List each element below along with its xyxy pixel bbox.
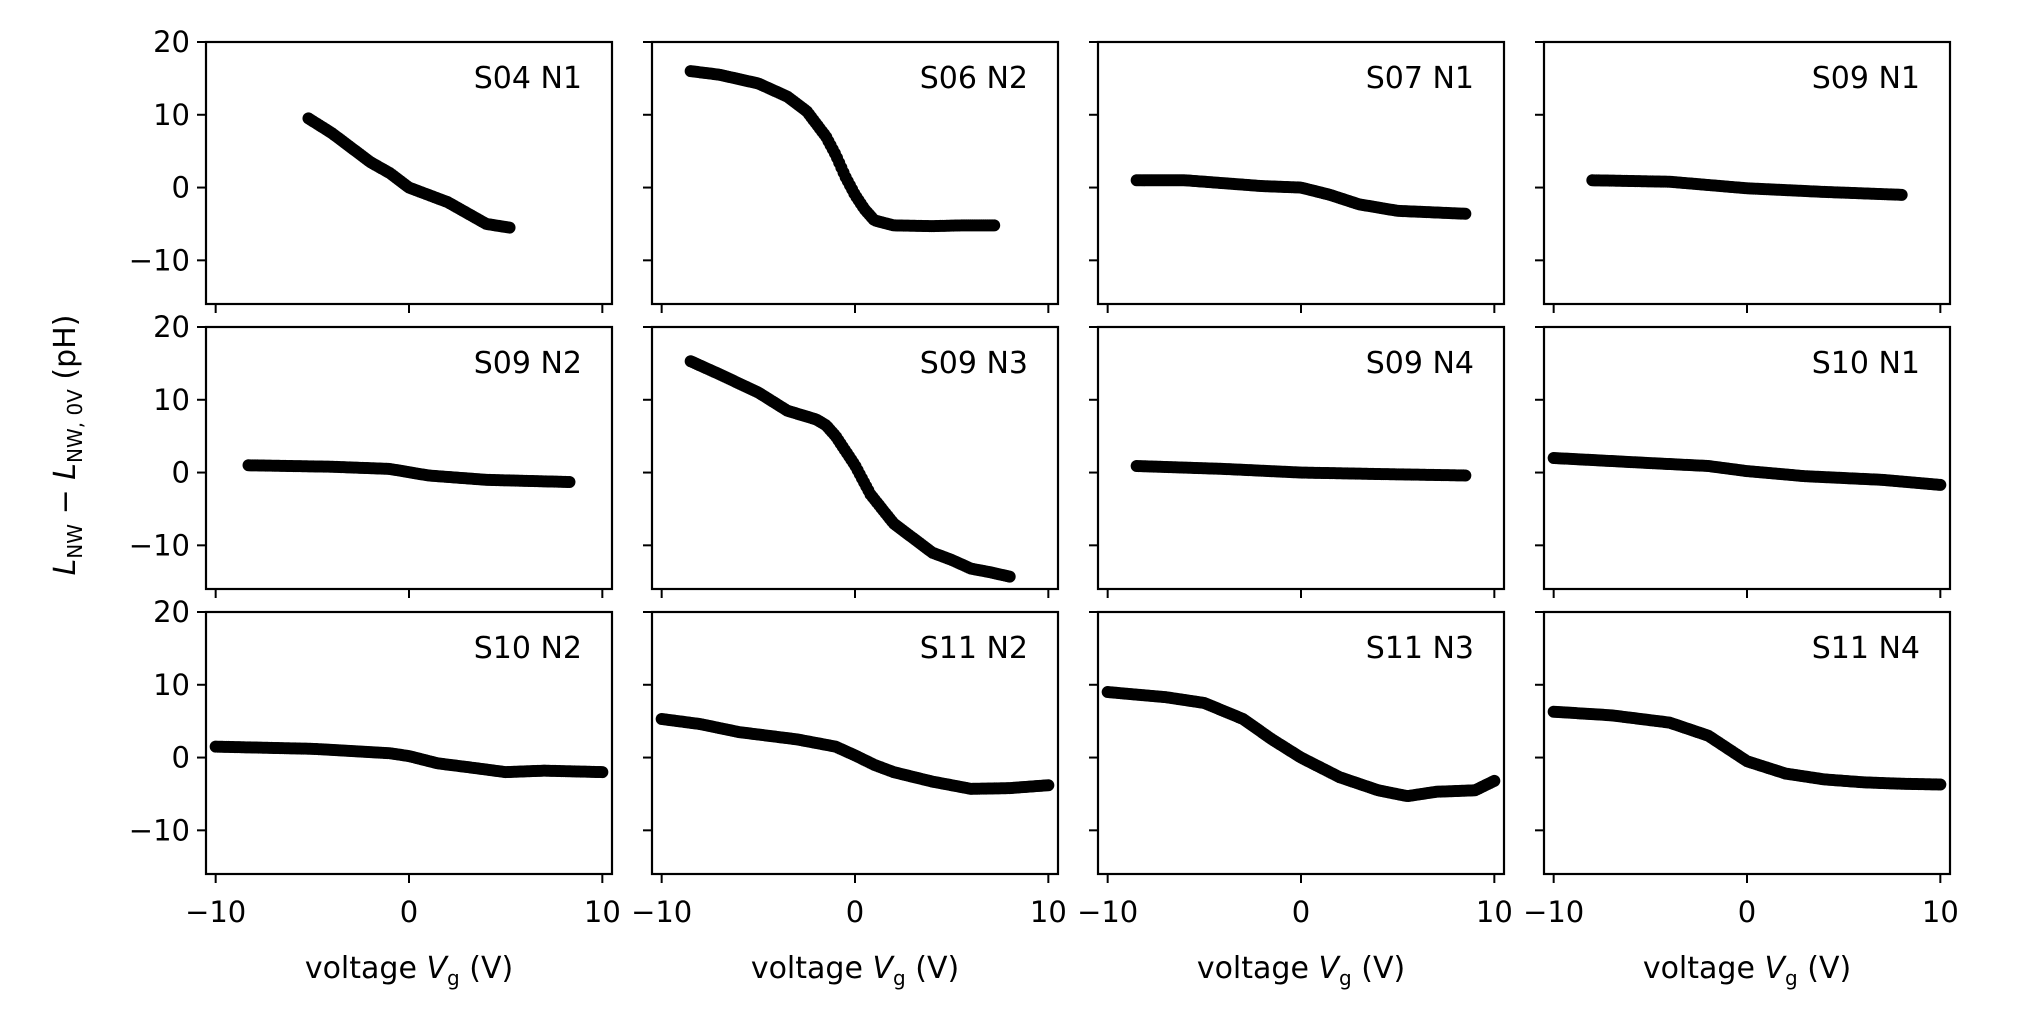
x-tick-label: 10 (1030, 895, 1067, 929)
y-tick-label: 20 (153, 595, 190, 629)
subplot-s09-n1: S09 N1 (1535, 40, 1952, 313)
data-points (1586, 174, 1908, 201)
data-point (988, 219, 1001, 232)
x-axis-title-text: voltage (1643, 951, 1765, 986)
x-tick-label: −10 (1523, 895, 1584, 929)
data-point (1488, 774, 1501, 787)
y-tick-label: 10 (153, 383, 190, 417)
subplot-s11-n3: −10 0 10 S11 N3 (1077, 610, 1513, 929)
data-points (242, 459, 576, 489)
data-points (1547, 705, 1947, 791)
x-tick-label: −10 (185, 895, 246, 929)
panel-label: S11 N3 (1366, 631, 1474, 666)
data-points (1547, 452, 1947, 491)
y-tick-label: 20 (153, 25, 190, 59)
subplot-s06-n2: S06 N2 (643, 40, 1060, 313)
panel-label: S07 N1 (1366, 61, 1474, 96)
panel-label: S09 N2 (474, 346, 582, 381)
y-tick-label: −10 (129, 813, 190, 847)
x-tick-label: 10 (1922, 895, 1959, 929)
data-point (1042, 779, 1055, 792)
data-point (1459, 207, 1472, 220)
x-tick-label: −10 (1077, 895, 1138, 929)
axis-titles: LNW − LNW, 0V (pH) voltage Vg (V) voltage… (48, 315, 1851, 990)
data-point (1003, 570, 1016, 583)
y-tick-label: 10 (153, 98, 190, 132)
y-tick-label: 0 (172, 456, 190, 490)
x-axis-title: voltage Vg (V) (751, 951, 959, 990)
data-point (1895, 188, 1908, 201)
x-axis-title-unit: (V) (906, 951, 959, 986)
subplot-s11-n4: −10 0 10 S11 N4 (1523, 610, 1959, 929)
panel-label: S04 N1 (474, 61, 582, 96)
x-axis-title-sub: g (447, 966, 460, 990)
y-tick-label: 0 (172, 171, 190, 205)
x-axis-title-var: V (1318, 951, 1341, 986)
x-axis-title: voltage Vg (V) (305, 951, 513, 990)
panel-label: S09 N3 (920, 346, 1028, 381)
subplot-s09-n4: S09 N4 (1089, 325, 1506, 598)
x-axis-title-sub: g (893, 966, 906, 990)
data-point (503, 221, 516, 234)
data-points (1130, 174, 1472, 220)
data-points (1101, 686, 1501, 802)
subplot-s09-n3: S09 N3 (643, 325, 1060, 598)
subplot-s09-n2: −10 0 10 20 S09 N2 (129, 310, 614, 598)
data-points (209, 740, 609, 779)
panel-label: S09 N1 (1812, 61, 1920, 96)
y-tick-label: −10 (129, 243, 190, 277)
data-point (1934, 778, 1947, 791)
x-tick-label: 0 (400, 895, 418, 929)
data-points (655, 712, 1055, 795)
data-points (684, 355, 1016, 583)
x-axis-title-unit: (V) (1352, 951, 1405, 986)
y-tick-label: 20 (153, 310, 190, 344)
data-point (1934, 478, 1947, 491)
y-tick-label: 0 (172, 741, 190, 775)
data-points (1130, 460, 1472, 482)
panel-label: S06 N2 (920, 61, 1028, 96)
x-axis-title-var: V (1764, 951, 1787, 986)
x-tick-label: 10 (1476, 895, 1513, 929)
subplot-s10-n1: S10 N1 (1535, 325, 1952, 598)
x-axis-title-var: V (872, 951, 895, 986)
y-tick-label: −10 (129, 528, 190, 562)
x-tick-label: 0 (846, 895, 864, 929)
data-point (596, 766, 609, 779)
data-points (302, 112, 516, 234)
x-tick-label: −10 (631, 895, 692, 929)
x-axis-title: voltage Vg (V) (1643, 951, 1851, 990)
data-point (563, 476, 576, 489)
x-axis-title-sub: g (1339, 966, 1352, 990)
panel-label: S09 N4 (1366, 346, 1474, 381)
x-tick-label: 0 (1738, 895, 1756, 929)
x-axis-title-text: voltage (751, 951, 873, 986)
subplot-s11-n2: −10 0 10 S11 N2 (631, 610, 1067, 929)
data-points (684, 65, 1001, 233)
y-axis-title: LNW − LNW, 0V (pH) (48, 315, 87, 576)
y-tick-label: 10 (153, 668, 190, 702)
subplot-s07-n1: S07 N1 (1089, 40, 1506, 313)
subplot-s10-n2: −10 0 10 20 −10 0 10 S10 N2 (129, 595, 621, 929)
x-axis-title-unit: (V) (1798, 951, 1851, 986)
x-axis-title-unit: (V) (460, 951, 513, 986)
x-axis-title-text: voltage (305, 951, 427, 986)
x-axis-title-sub: g (1785, 966, 1798, 990)
x-axis-title-text: voltage (1197, 951, 1319, 986)
panel-label: S10 N2 (474, 631, 582, 666)
subplot-s04-n1: −10 0 10 20 S04 N1 (129, 25, 614, 313)
x-axis-title-var: V (426, 951, 449, 986)
subplot-grid: −10 0 10 20 S04 N1 S06 N2 S07 N1 S09 N1 −10 0 10 20… (129, 25, 1959, 929)
panel-label: S10 N1 (1812, 346, 1920, 381)
x-tick-label: 0 (1292, 895, 1310, 929)
data-point (1459, 469, 1472, 482)
x-axis-title: voltage Vg (V) (1197, 951, 1405, 990)
x-tick-label: 10 (584, 895, 621, 929)
panel-label: S11 N2 (920, 631, 1028, 666)
panel-label: S11 N4 (1812, 631, 1920, 666)
